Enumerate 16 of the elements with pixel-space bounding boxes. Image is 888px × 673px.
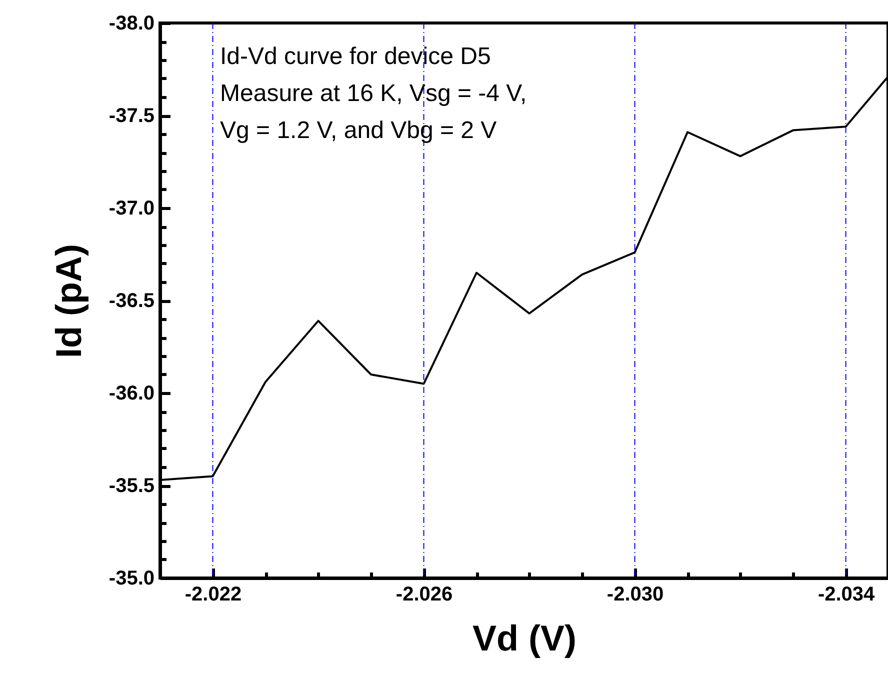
x-tick-label: -2.034	[818, 584, 876, 606]
y-axis-title: Id (pA)	[48, 244, 89, 358]
y-tick-label: -35.0	[108, 568, 154, 590]
y-tick-label: -36.5	[108, 290, 154, 312]
x-tick-label: -2.022	[184, 584, 242, 606]
x-axis-title: Vd (V)	[472, 618, 576, 658]
y-tick-label: -37.5	[108, 105, 154, 127]
annotation: Vg = 1.2 V, and Vbg = 2 V	[220, 117, 497, 144]
annotation: Id-Vd curve for device D5	[220, 43, 491, 70]
y-tick-label: -35.5	[108, 475, 154, 497]
x-tick-label: -2.030	[606, 584, 664, 606]
y-tick-label: -38.0	[108, 12, 154, 34]
annotation: Measure at 16 K, Vsg = -4 V,	[220, 80, 527, 107]
y-tick-label: -36.0	[108, 382, 154, 404]
x-tick-label: -2.026	[396, 584, 453, 606]
y-tick-label: -37.0	[108, 198, 154, 220]
